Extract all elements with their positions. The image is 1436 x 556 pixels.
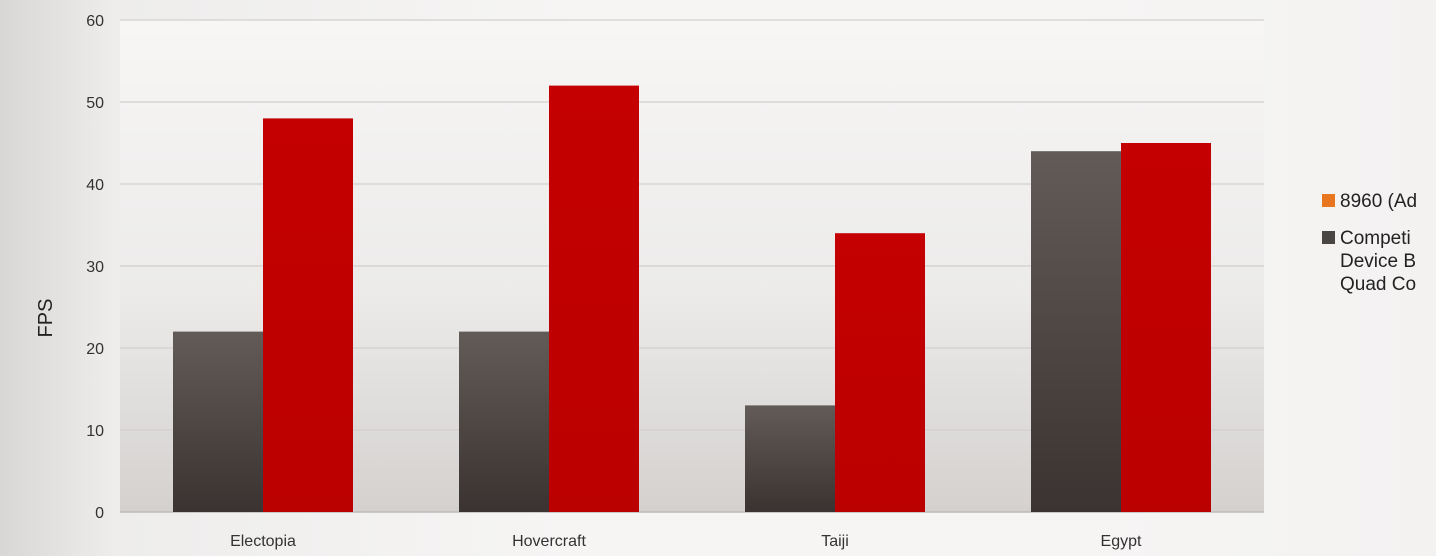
legend-item-competing: Competi Device B Quad Co (1322, 227, 1417, 296)
legend-swatch-competing (1322, 231, 1335, 244)
bar-competing-hovercraft (459, 331, 549, 512)
x-tick-label: Taiji (821, 533, 849, 550)
legend-label-line: Competi (1340, 228, 1411, 249)
y-axis-ticks: 0 10 20 30 40 50 60 (86, 13, 104, 522)
y-axis-label: FPS (35, 299, 57, 338)
x-tick-label: Electopia (230, 533, 296, 550)
bar-competing-egypt (1031, 151, 1121, 512)
bar-8960-taiji (835, 233, 925, 512)
y-tick-label: 20 (86, 341, 104, 358)
legend: 8960 (Ad Competi Device B Quad Co (1322, 190, 1417, 310)
bar-competing-electopia (173, 331, 263, 512)
y-tick-label: 60 (86, 13, 104, 30)
legend-swatch-8960 (1322, 194, 1335, 207)
bar-8960-electopia (263, 118, 353, 513)
legend-label-line: Quad Co (1340, 274, 1417, 295)
y-tick-label: 10 (86, 423, 104, 440)
legend-label-8960: 8960 (Ad (1340, 191, 1418, 212)
x-axis-ticks: Electopia Hovercraft Taiji Egypt (230, 533, 1142, 550)
y-tick-label: 0 (95, 505, 104, 522)
bar-8960-hovercraft (549, 85, 639, 512)
x-tick-label: Hovercraft (512, 533, 586, 550)
y-tick-label: 40 (86, 177, 104, 194)
legend-item-8960: 8960 (Ad (1322, 190, 1417, 213)
bar-8960-egypt (1121, 143, 1211, 512)
legend-label-line: Device B (1340, 251, 1417, 272)
legend-label-competing: Competi Device B Quad Co (1340, 227, 1416, 296)
y-tick-label: 50 (86, 95, 104, 112)
x-tick-label: Egypt (1101, 533, 1142, 550)
bars (173, 85, 1211, 513)
bar-competing-taiji (745, 405, 835, 512)
y-tick-label: 30 (86, 259, 104, 276)
